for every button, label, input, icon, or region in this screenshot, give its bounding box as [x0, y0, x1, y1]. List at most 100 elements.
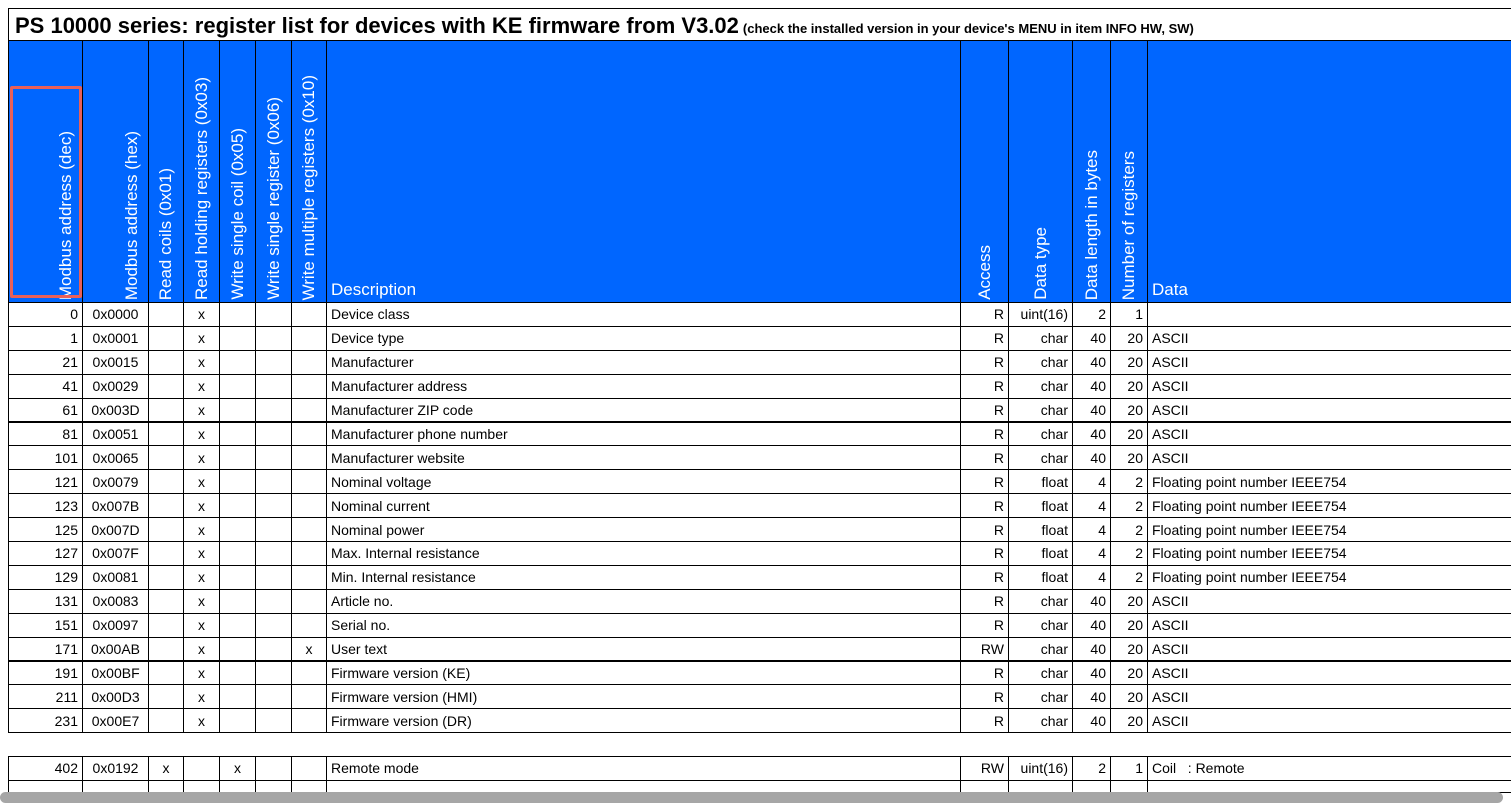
table-cell [255, 588, 292, 614]
table-cell: x [148, 756, 184, 781]
column-header: Description [326, 40, 961, 303]
column-header: Write multiple registers (0x10) [291, 40, 327, 303]
column-header-text: Data [1152, 280, 1188, 299]
table-cell [255, 445, 292, 471]
table-cell: 211 [8, 684, 83, 710]
table-cell [219, 660, 256, 686]
table-cell: 40 [1072, 397, 1111, 423]
table-cell: 20 [1110, 325, 1148, 351]
table-cell: 402 [8, 756, 83, 781]
table-cell: char [1008, 397, 1073, 423]
table-cell: Floating point number IEEE754 [1147, 493, 1511, 519]
table-cell: 20 [1110, 612, 1148, 638]
table-cell: 0x0000 [82, 302, 149, 327]
table-cell [219, 708, 256, 734]
table-cell [291, 325, 327, 351]
table-cell: Nominal voltage [326, 469, 961, 495]
table-cell: 125 [8, 517, 83, 542]
table-cell [255, 493, 292, 519]
table-cell: 0x007D [82, 517, 149, 542]
table-cell [255, 660, 292, 686]
table-cell: Max. Internal resistance [326, 541, 961, 566]
table-cell [148, 636, 184, 662]
column-header-text: Number of registers [1119, 150, 1138, 300]
table-cell: 20 [1110, 445, 1148, 471]
table-cell: Manufacturer ZIP code [326, 397, 961, 423]
table-cell: 2 [1110, 541, 1148, 566]
table-cell: 40 [1072, 708, 1111, 734]
table-cell: R [960, 302, 1009, 327]
table-cell: 0x0081 [82, 564, 149, 590]
table-cell: 20 [1110, 660, 1148, 686]
table-cell [219, 517, 256, 542]
table-cell [255, 612, 292, 638]
table-cell: User text [326, 636, 961, 662]
table-cell: 0x00E7 [82, 708, 149, 734]
table-cell: R [960, 588, 1009, 614]
table-cell: 20 [1110, 708, 1148, 734]
table-cell: 2 [1110, 564, 1148, 590]
table-cell [219, 588, 256, 614]
table-cell [291, 708, 327, 734]
table-cell: x [183, 660, 220, 686]
table-cell: 4 [1072, 469, 1111, 495]
table-cell [148, 445, 184, 471]
table-cell [291, 612, 327, 638]
table-cell: 40 [1072, 612, 1111, 638]
table-cell: 0x0065 [82, 445, 149, 471]
table-cell [148, 493, 184, 519]
table-cell: 40 [1072, 660, 1111, 686]
table-cell: 131 [8, 588, 83, 614]
table-cell: Coil : Remote [1147, 756, 1511, 781]
table-cell: Device type [326, 325, 961, 351]
title: PS 10000 series: register list for devic… [15, 13, 739, 38]
table-cell [1147, 302, 1511, 327]
table-cell [219, 636, 256, 662]
table-cell: 129 [8, 564, 83, 590]
table-cell: 0x007F [82, 541, 149, 566]
table-cell: Remote mode [326, 756, 961, 781]
table-cell: x [183, 445, 220, 471]
table-cell [291, 397, 327, 423]
table-cell [291, 541, 327, 566]
column-header-text: Data type [1030, 227, 1050, 300]
table-cell: 61 [8, 397, 83, 423]
table-cell: R [960, 541, 1009, 566]
table-cell [255, 469, 292, 495]
table-cell: x [183, 588, 220, 614]
table-cell: R [960, 708, 1009, 734]
table-cell: R [960, 612, 1009, 638]
table-cell: 0x00AB [82, 636, 149, 662]
column-header: Data [1147, 40, 1511, 303]
table-cell: 0x0051 [82, 421, 149, 447]
table-cell [148, 349, 184, 375]
table-cell: Manufacturer address [326, 373, 961, 399]
table-cell: 2 [1072, 756, 1111, 781]
table-cell [255, 325, 292, 351]
table-cell [148, 397, 184, 423]
table-cell: float [1008, 541, 1073, 566]
table-cell: float [1008, 564, 1073, 590]
table-cell: 191 [8, 660, 83, 686]
table-cell [255, 421, 292, 447]
table-cell: 0 [8, 302, 83, 327]
table-cell: 20 [1110, 373, 1148, 399]
table-cell: 123 [8, 493, 83, 519]
table-cell: x [183, 349, 220, 375]
table-cell: 2 [1110, 517, 1148, 542]
table-cell [219, 564, 256, 590]
table-cell: uint(16) [1008, 302, 1073, 327]
table-cell: ASCII [1147, 612, 1511, 638]
table-cell [255, 564, 292, 590]
table-cell [291, 588, 327, 614]
table-cell: 40 [1072, 421, 1111, 447]
table-cell [291, 493, 327, 519]
table-cell [255, 397, 292, 423]
column-header: Modbus address (hex) [82, 40, 149, 303]
table-cell: R [960, 469, 1009, 495]
table-cell [291, 349, 327, 375]
table-cell: Serial no. [326, 612, 961, 638]
column-header: Access [960, 40, 1009, 303]
table-cell [148, 708, 184, 734]
table-cell: 0x0079 [82, 469, 149, 495]
